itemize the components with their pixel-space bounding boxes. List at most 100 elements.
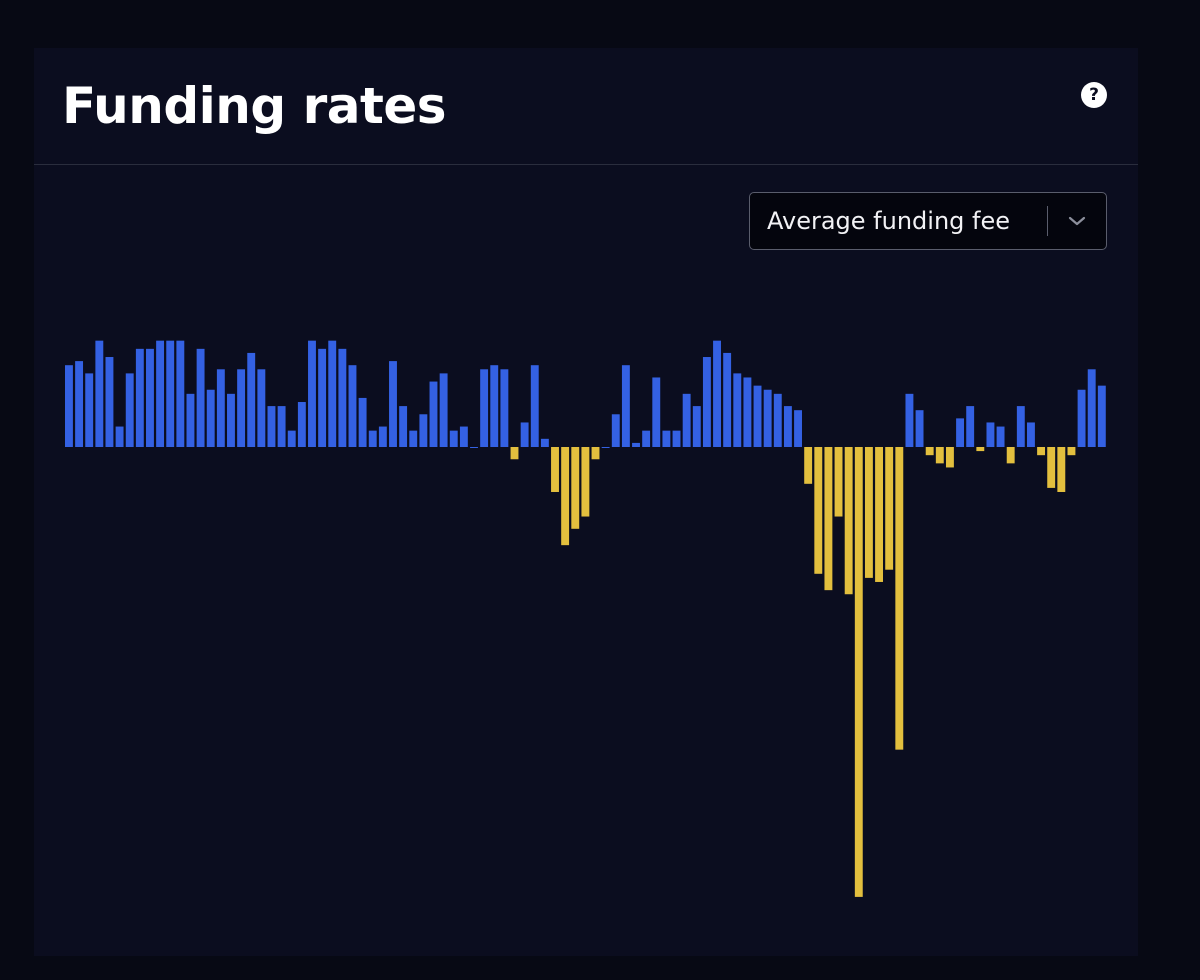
bar-10[interactable]	[166, 340, 175, 447]
bar-66[interactable]	[733, 373, 742, 447]
bar-48[interactable]	[551, 447, 559, 492]
bar-36[interactable]	[429, 381, 438, 447]
bar-13[interactable]	[196, 348, 205, 447]
bar-31[interactable]	[378, 426, 387, 447]
bar-91[interactable]	[986, 422, 995, 447]
bar-40[interactable]	[470, 447, 478, 448]
bar-82[interactable]	[895, 447, 904, 750]
bar-43[interactable]	[500, 369, 509, 447]
bar-41[interactable]	[480, 369, 489, 447]
bar-2[interactable]	[85, 373, 94, 447]
bar-5[interactable]	[115, 426, 124, 447]
bar-26[interactable]	[328, 340, 337, 447]
bar-100[interactable]	[1077, 389, 1086, 447]
bar-11[interactable]	[176, 340, 185, 447]
bar-4[interactable]	[105, 357, 114, 447]
bar-64[interactable]	[713, 340, 721, 447]
bar-15[interactable]	[216, 369, 225, 447]
bar-1[interactable]	[75, 361, 84, 447]
bar-73[interactable]	[804, 447, 813, 484]
bar-25[interactable]	[318, 348, 327, 447]
bar-93[interactable]	[1006, 447, 1015, 464]
bar-67[interactable]	[743, 377, 752, 447]
bar-42[interactable]	[490, 365, 499, 447]
bar-32[interactable]	[389, 361, 397, 447]
bar-0[interactable]	[65, 365, 73, 447]
bar-57[interactable]	[642, 430, 651, 447]
bar-72[interactable]	[794, 410, 802, 447]
bar-89[interactable]	[966, 406, 975, 447]
bar-83[interactable]	[905, 393, 914, 447]
bar-63[interactable]	[702, 357, 711, 447]
bar-69[interactable]	[763, 389, 772, 447]
bar-3[interactable]	[95, 340, 104, 447]
bar-102[interactable]	[1097, 385, 1106, 447]
bar-20[interactable]	[267, 406, 276, 447]
bar-80[interactable]	[875, 447, 883, 582]
bar-81[interactable]	[885, 447, 894, 570]
bar-77[interactable]	[844, 447, 853, 595]
bar-14[interactable]	[206, 389, 215, 447]
bar-94[interactable]	[1016, 406, 1025, 447]
bar-55[interactable]	[621, 365, 630, 447]
bar-65[interactable]	[723, 352, 732, 447]
bar-7[interactable]	[135, 348, 144, 447]
bar-56[interactable]	[632, 442, 640, 447]
bar-87[interactable]	[945, 447, 954, 468]
bar-71[interactable]	[783, 406, 792, 447]
bar-62[interactable]	[692, 406, 701, 447]
bar-51[interactable]	[581, 447, 590, 517]
bar-28[interactable]	[348, 365, 357, 447]
bar-8[interactable]	[146, 348, 154, 447]
bar-35[interactable]	[419, 414, 428, 447]
bar-61[interactable]	[682, 393, 691, 447]
bar-70[interactable]	[773, 393, 782, 447]
bar-6[interactable]	[125, 373, 134, 447]
bar-34[interactable]	[409, 430, 418, 447]
bar-12[interactable]	[186, 393, 195, 447]
bar-74[interactable]	[814, 447, 823, 574]
bar-92[interactable]	[996, 426, 1005, 447]
bar-46[interactable]	[530, 365, 539, 447]
bar-39[interactable]	[459, 426, 468, 447]
bar-60[interactable]	[672, 430, 681, 447]
bar-16[interactable]	[227, 393, 235, 447]
bar-86[interactable]	[935, 447, 944, 464]
bar-79[interactable]	[864, 447, 873, 578]
bar-95[interactable]	[1026, 422, 1035, 447]
bar-44[interactable]	[510, 447, 519, 460]
bar-53[interactable]	[601, 447, 610, 448]
bar-9[interactable]	[156, 340, 165, 447]
bar-58[interactable]	[652, 377, 661, 447]
bar-24[interactable]	[308, 340, 316, 447]
bar-27[interactable]	[338, 348, 347, 447]
bar-78[interactable]	[854, 447, 863, 897]
bar-47[interactable]	[540, 438, 549, 447]
bar-30[interactable]	[368, 430, 377, 447]
bar-18[interactable]	[247, 352, 256, 447]
bar-68[interactable]	[753, 385, 762, 447]
bar-37[interactable]	[439, 373, 448, 447]
bar-52[interactable]	[591, 447, 600, 460]
bar-97[interactable]	[1047, 447, 1056, 488]
bar-90[interactable]	[976, 447, 985, 452]
bar-98[interactable]	[1057, 447, 1066, 492]
bar-33[interactable]	[399, 406, 408, 447]
bar-21[interactable]	[277, 406, 286, 447]
bar-85[interactable]	[925, 447, 934, 456]
bar-17[interactable]	[237, 369, 246, 447]
bar-59[interactable]	[662, 430, 671, 447]
bar-23[interactable]	[297, 402, 306, 447]
bar-96[interactable]	[1037, 447, 1046, 456]
bar-54[interactable]	[611, 414, 620, 447]
bar-75[interactable]	[824, 447, 833, 591]
bar-99[interactable]	[1067, 447, 1076, 456]
bar-22[interactable]	[287, 430, 296, 447]
bar-19[interactable]	[257, 369, 266, 447]
bar-88[interactable]	[956, 418, 965, 447]
help-icon[interactable]: ?	[1081, 82, 1107, 108]
bar-29[interactable]	[358, 397, 367, 447]
bar-45[interactable]	[520, 422, 529, 447]
bar-84[interactable]	[915, 410, 924, 447]
metric-select[interactable]: Average funding fee	[749, 192, 1107, 250]
